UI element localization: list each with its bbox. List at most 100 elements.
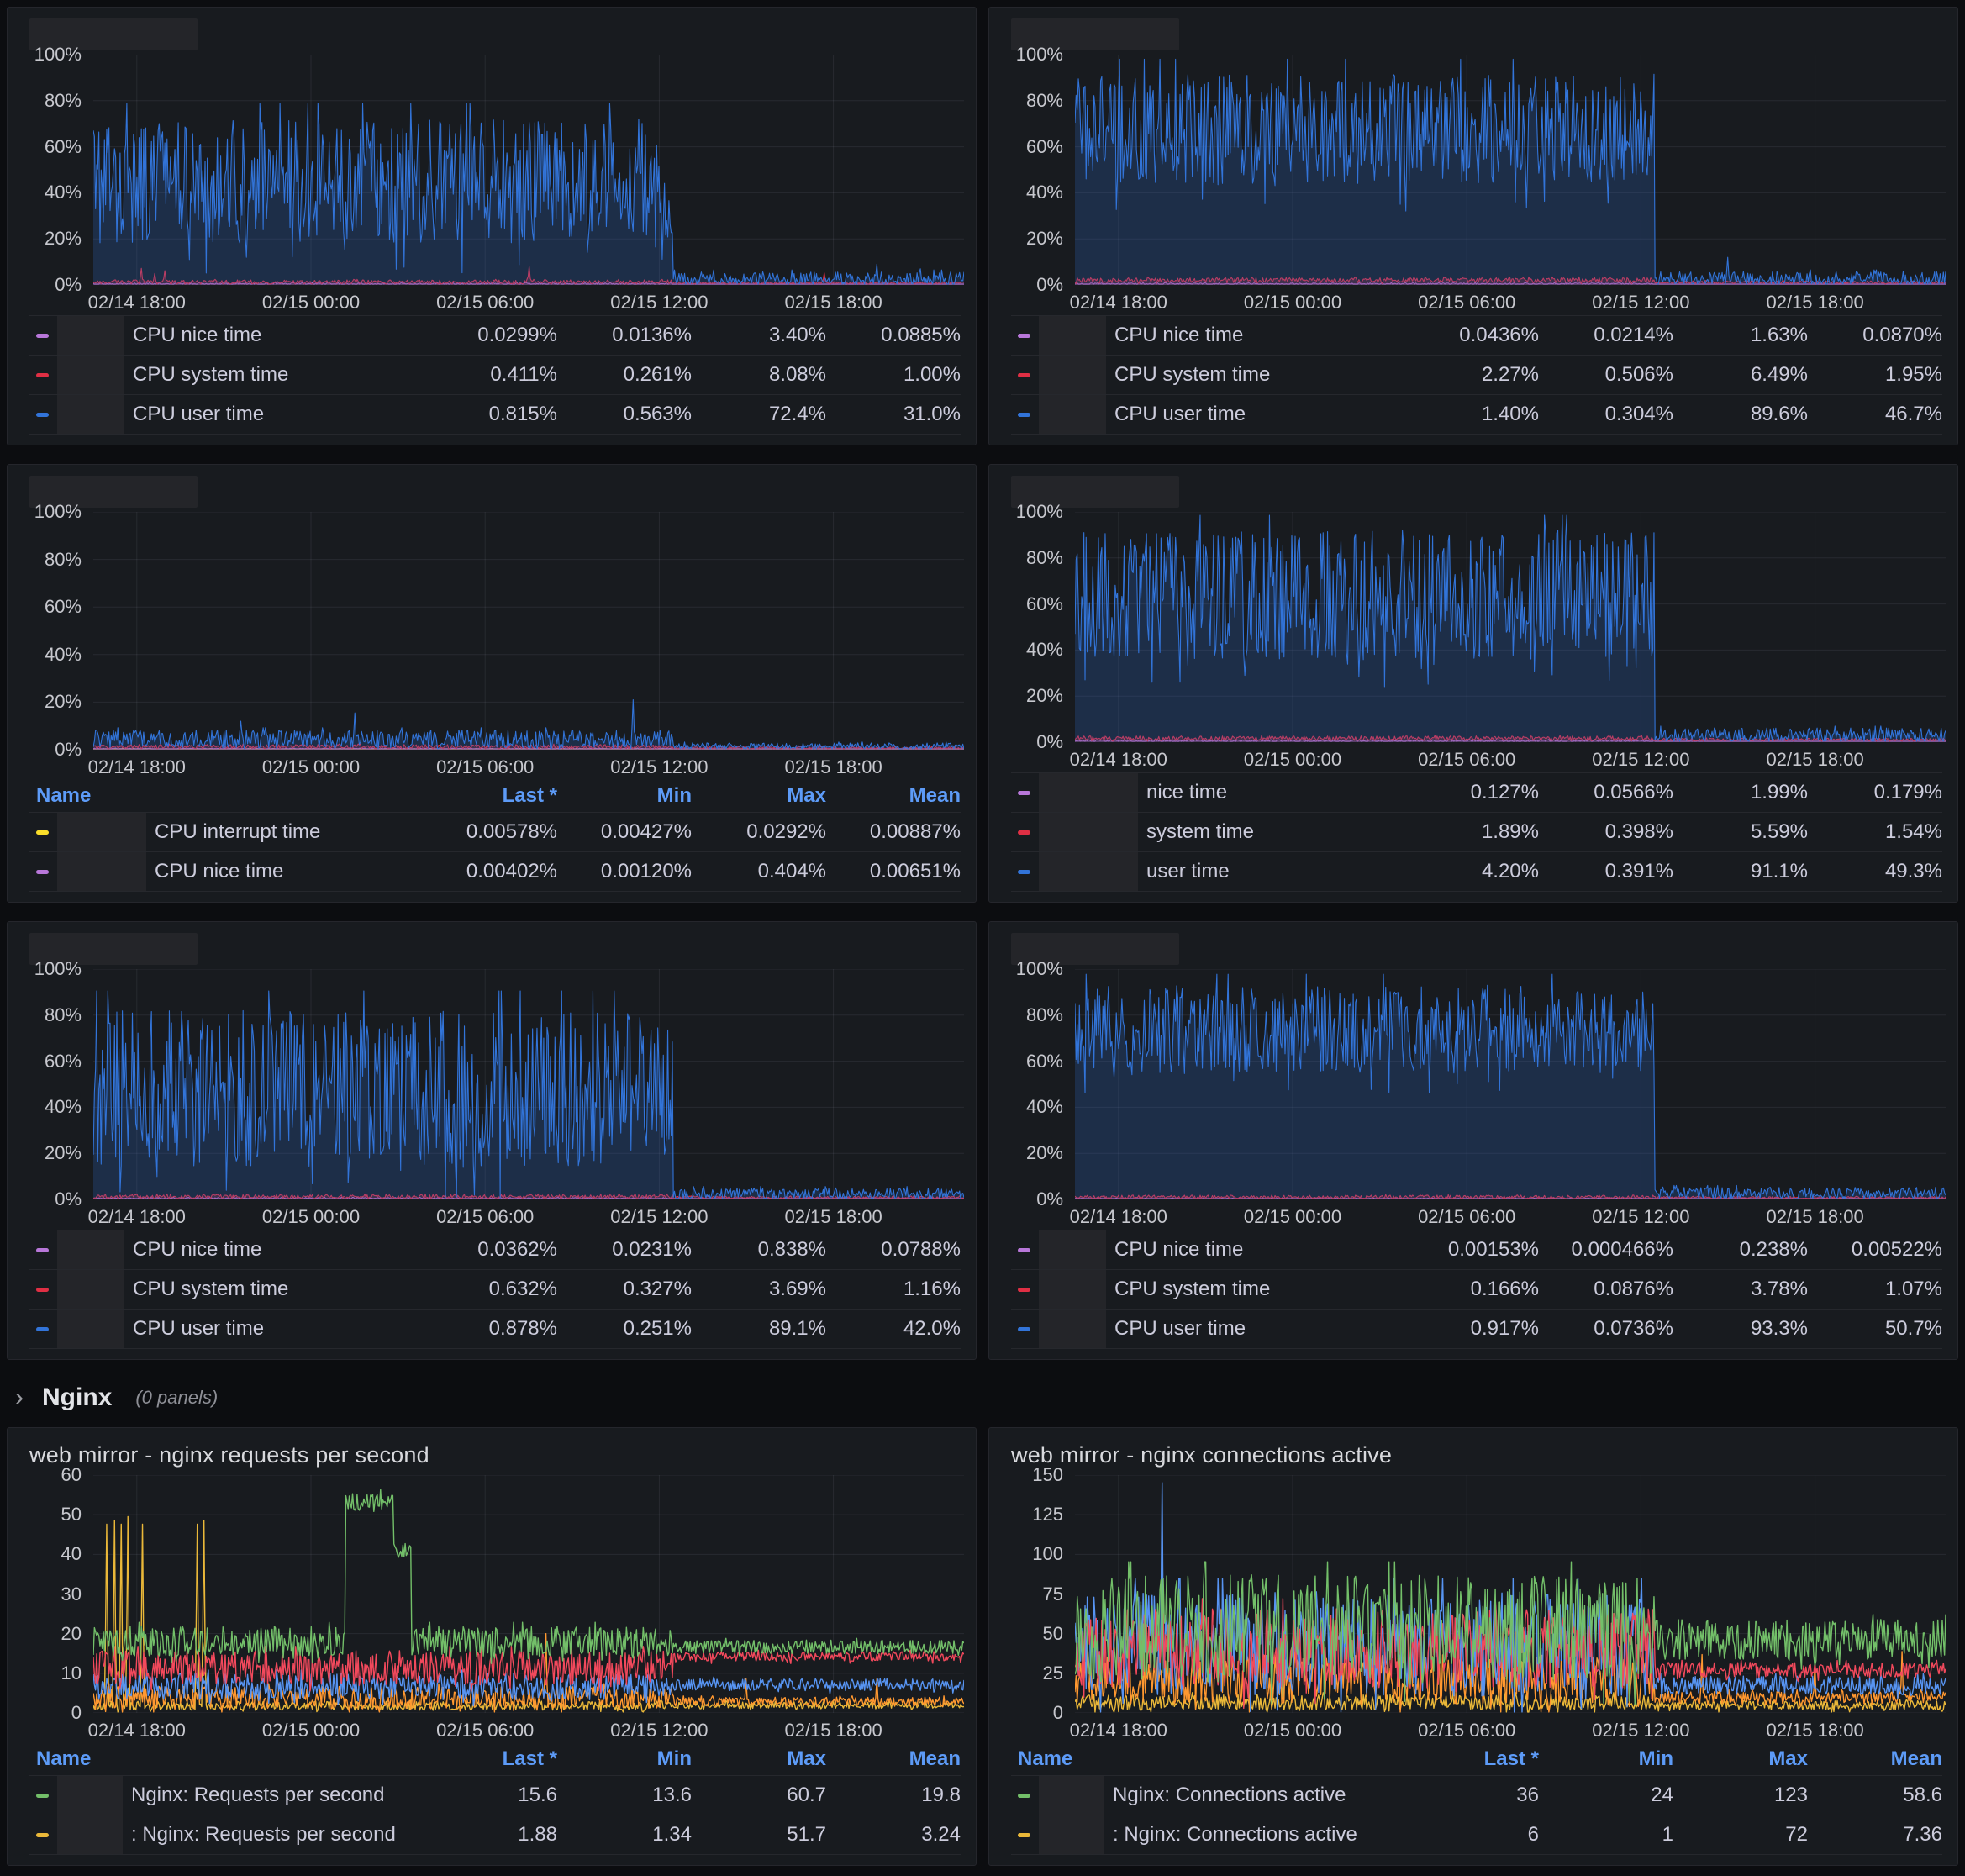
y-axis-label: 60% (44, 135, 82, 157)
legend-value-max: 0.838% (757, 1238, 826, 1261)
panel-title-redacted (29, 18, 198, 50)
y-axis-label: 100% (34, 958, 82, 979)
legend-series-name[interactable]: CPU nice time (155, 860, 284, 883)
panel-title[interactable]: web mirror - nginx connections active (1011, 1441, 1393, 1468)
legend-value-last: 15.6 (518, 1784, 557, 1806)
legend-series-name[interactable]: user time (1146, 860, 1230, 883)
legend-header-name[interactable]: Name (36, 1747, 92, 1770)
legend-series-name[interactable]: CPU nice time (1114, 324, 1244, 346)
legend-header-name[interactable]: Name (36, 784, 92, 807)
x-axis-label: 02/15 00:00 (1243, 1206, 1342, 1227)
legend-series-name[interactable]: CPU user time (133, 403, 265, 425)
legend-series-name[interactable]: CPU system time (133, 363, 289, 386)
legend-name-redacted (57, 1310, 124, 1348)
legend-series-name[interactable]: CPU system time (1114, 363, 1271, 386)
legend-value-min: 0.251% (623, 1317, 692, 1340)
legend-series-name[interactable]: CPU user time (1114, 403, 1246, 425)
series-line (1075, 515, 1946, 741)
legend-row: Nginx: Connections active 36 24 123 58.6 (1011, 1775, 1942, 1815)
legend-value-mean: 7.36 (1903, 1823, 1942, 1846)
legend: Name Last * Min Max Mean Nginx: Requests per … (29, 1743, 961, 1855)
time-series-chart[interactable] (93, 512, 964, 750)
panel-cpu-top-right: 100% 80% 60% 40% 20% 0% 02/14 18:00 02/15 00:00… (988, 7, 1958, 445)
legend-name-redacted (57, 356, 124, 394)
series-line (1075, 735, 1946, 741)
time-series-chart[interactable] (93, 969, 964, 1199)
legend-value-last: 0.166% (1470, 1278, 1539, 1300)
legend-header-mean[interactable]: Mean (1890, 1747, 1942, 1770)
legend-header-max[interactable]: Max (787, 784, 826, 807)
y-axis-label: 60 (61, 1464, 82, 1485)
plot-area (93, 1475, 964, 1713)
x-axis-label: 02/15 00:00 (1243, 292, 1342, 313)
x-axis: 02/14 18:00 02/15 00:00 02/15 06:00 02/15 1… (88, 285, 964, 314)
legend-value-mean: 1.95% (1884, 363, 1942, 386)
legend-header-max[interactable]: Max (1768, 1747, 1808, 1770)
panel-title-redacted (29, 476, 198, 508)
series-line (1075, 1648, 1946, 1712)
legend-header-last[interactable]: Last * (502, 1747, 557, 1770)
legend-series-name[interactable]: CPU user time (133, 1317, 265, 1340)
panel-title[interactable]: web mirror - nginx requests per second (29, 1441, 429, 1468)
time-series-chart[interactable] (1075, 1475, 1946, 1713)
legend-name-redacted (57, 1230, 124, 1269)
legend-header-mean[interactable]: Mean (909, 784, 961, 807)
legend-value-max: 72.4% (768, 403, 826, 425)
legend-row: CPU user time 1.40% 0.304% 89.6% 46.7% (1011, 394, 1942, 435)
legend-header-last[interactable]: Last * (502, 784, 557, 807)
legend-series-name[interactable]: CPU interrupt time (155, 820, 321, 843)
legend-series-name[interactable]: Nginx: Requests per second (131, 1784, 385, 1806)
y-axis-label: 75 (1042, 1583, 1063, 1605)
time-series-chart[interactable] (1075, 55, 1946, 285)
y-axis-label: 125 (1032, 1504, 1063, 1526)
x-axis-label: 02/15 12:00 (610, 1720, 709, 1741)
legend-series-name[interactable]: CPU system time (1114, 1278, 1271, 1300)
time-series-chart[interactable] (93, 1475, 964, 1713)
legend-series-name[interactable]: CPU nice time (1114, 1238, 1244, 1261)
legend-series-name[interactable]: CPU system time (133, 1278, 289, 1300)
legend-series-name[interactable]: system time (1146, 820, 1255, 843)
legend-series-name[interactable]: CPU nice time (133, 1238, 262, 1261)
x-axis-label: 02/15 06:00 (1418, 1206, 1516, 1227)
legend-name-redacted (57, 1815, 123, 1854)
legend-header-mean[interactable]: Mean (909, 1747, 961, 1770)
legend-series-name[interactable]: : Nginx: Requests per second (131, 1823, 396, 1846)
legend-value-mean: 0.0885% (881, 324, 961, 346)
legend-series-swatch (36, 1832, 49, 1837)
legend-name-redacted (1039, 813, 1138, 851)
legend-header-last[interactable]: Last * (1483, 1747, 1539, 1770)
legend-row: CPU nice time 0.00153% 0.000466% 0.238% 0.00… (1011, 1230, 1942, 1269)
x-axis-label: 02/15 00:00 (261, 1720, 361, 1741)
panel-cpu-mid-left: 100% 80% 60% 40% 20% 0% 02/14 18:00 02/15 00:00… (7, 464, 977, 903)
legend-series-name[interactable]: nice time (1146, 781, 1228, 804)
legend-header-min[interactable]: Min (656, 784, 692, 807)
legend-header-max[interactable]: Max (787, 1747, 826, 1770)
y-axis-label: 20% (1025, 1142, 1063, 1164)
legend-value-last: 0.0362% (477, 1238, 557, 1261)
legend-value-last: 0.00402% (466, 860, 557, 883)
legend-series-name[interactable]: : Nginx: Connections active (1113, 1823, 1357, 1846)
time-series-chart[interactable] (1075, 969, 1946, 1199)
legend: CPU nice time 0.0362% 0.0231% 0.838% 0.0788%… (29, 1230, 961, 1349)
legend-value-min: 0.000466% (1571, 1238, 1673, 1261)
legend-header-name[interactable]: Name (1018, 1747, 1073, 1770)
legend-series-name[interactable]: CPU user time (1114, 1317, 1246, 1340)
legend-value-mean: 0.00522% (1851, 1238, 1942, 1261)
y-axis-label: 150 (1032, 1464, 1063, 1485)
legend-series-name[interactable]: CPU nice time (133, 324, 262, 346)
series-area-fill (93, 1194, 964, 1199)
legend-header-min[interactable]: Min (1638, 1747, 1673, 1770)
legend-value-last: 0.878% (488, 1317, 557, 1340)
legend-series-name[interactable]: Nginx: Connections active (1113, 1784, 1346, 1806)
panel-nginx-connections: web mirror - nginx connections active 150… (988, 1427, 1958, 1866)
legend-header-min[interactable]: Min (656, 1747, 692, 1770)
time-series-chart[interactable] (93, 55, 964, 285)
series-line (93, 1647, 964, 1693)
row-title[interactable]: Nginx (42, 1383, 113, 1411)
legend-value-min: 1 (1662, 1823, 1673, 1846)
row-collapse-icon[interactable]: › (15, 1383, 24, 1411)
legend-series-swatch (1018, 1326, 1030, 1331)
time-series-chart[interactable] (1075, 512, 1946, 742)
y-axis-label: 0% (1036, 274, 1063, 295)
